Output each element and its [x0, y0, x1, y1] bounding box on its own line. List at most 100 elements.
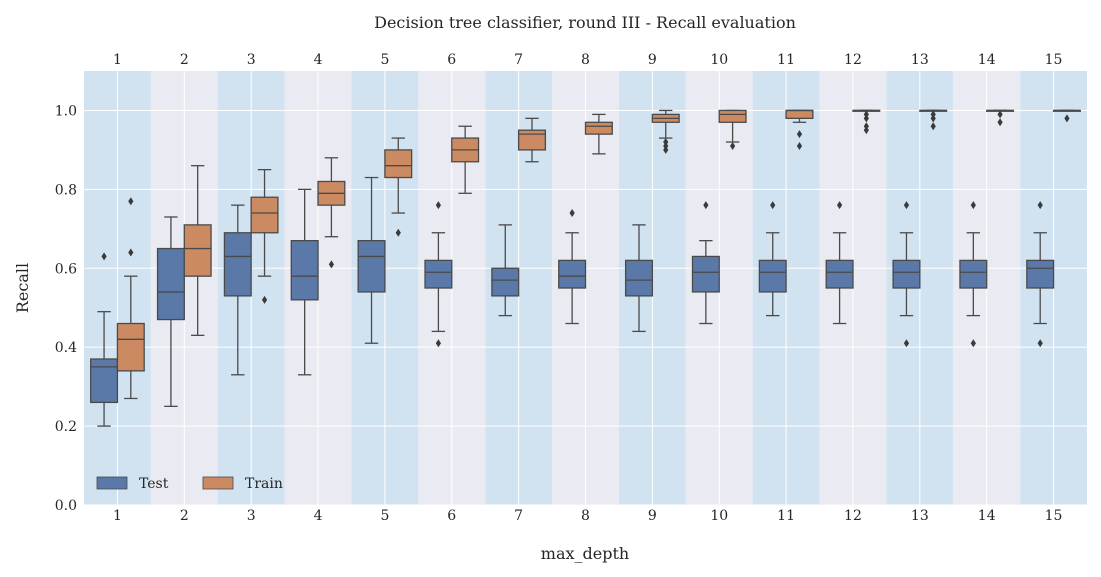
outlier-point — [1037, 339, 1043, 348]
outlier-point — [836, 201, 843, 210]
x-tick-label-top: 12 — [844, 52, 862, 68]
outlier-point — [128, 248, 134, 257]
iqr-box — [825, 259, 854, 289]
box-train-1 — [116, 197, 145, 400]
x-tick-label-bottom: 9 — [648, 508, 657, 524]
x-tick-label-top: 5 — [380, 52, 389, 68]
box-test-12 — [825, 201, 854, 325]
iqr-box — [892, 259, 921, 289]
box-train-13 — [919, 109, 948, 131]
box-plots — [90, 109, 1081, 427]
box-test-6 — [424, 201, 453, 348]
box-test-10 — [691, 201, 720, 325]
x-tick-label-top: 2 — [180, 52, 189, 68]
box-test-8 — [558, 209, 587, 325]
iqr-box — [517, 129, 547, 151]
iqr-box — [424, 259, 453, 289]
legend-label-train: Train — [245, 476, 283, 492]
box-train-6 — [451, 125, 480, 194]
x-tick-label-bottom: 15 — [1045, 508, 1063, 524]
outlier-point — [970, 339, 976, 348]
y-tick-label: 1.0 — [55, 103, 77, 119]
box-train-10 — [718, 109, 747, 150]
y-tick-label: 0.2 — [55, 419, 77, 435]
iqr-box — [250, 196, 279, 234]
y-tick-label: 0.4 — [55, 340, 77, 356]
box-test-13 — [892, 201, 921, 348]
outlier-point — [903, 339, 910, 348]
box-train-9 — [651, 109, 680, 154]
iqr-box — [491, 267, 520, 297]
outlier-point — [101, 252, 107, 261]
outlier-point — [569, 209, 575, 218]
outlier-point — [703, 201, 709, 210]
x-tick-label-top: 14 — [978, 52, 996, 68]
x-tick-label-top: 3 — [247, 52, 256, 68]
box-train-14 — [986, 109, 1015, 127]
legend: Test Train — [96, 476, 283, 492]
legend-swatch-train — [202, 476, 234, 490]
x-tick-label-top: 6 — [447, 52, 456, 68]
iqr-box — [584, 121, 613, 135]
x-tick-label-bottom: 7 — [514, 508, 523, 524]
legend-label-test: Test — [139, 476, 169, 492]
box-train-15 — [1052, 109, 1081, 123]
y-tick-label: 0.6 — [55, 261, 77, 277]
x-tick-label-top: 1 — [113, 52, 122, 68]
iqr-box — [156, 247, 185, 321]
iqr-box — [384, 149, 413, 179]
iqr-box — [624, 259, 654, 297]
x-tick-labels-bottom: 1 2 3 4 5 6 7 8 9 10 11 12 13 14 15 — [113, 508, 1063, 524]
outlier-point — [770, 201, 776, 210]
box-test-5 — [357, 176, 386, 344]
box-train-3 — [250, 168, 279, 304]
box-test-15 — [1026, 201, 1055, 348]
x-tick-label-bottom: 13 — [911, 508, 929, 524]
outlier-point — [997, 118, 1003, 127]
x-tick-label-top: 10 — [710, 52, 728, 68]
iqr-box — [558, 259, 587, 289]
outlier-point — [395, 228, 401, 237]
x-tick-label-bottom: 8 — [581, 508, 590, 524]
outlier-point — [730, 141, 736, 150]
x-tick-label-bottom: 4 — [314, 508, 323, 524]
outlier-point — [328, 260, 335, 269]
iqr-box — [290, 240, 319, 301]
outlier-point — [863, 110, 869, 119]
box-test-11 — [758, 201, 787, 317]
box-test-2 — [156, 216, 185, 408]
iqr-box — [90, 358, 119, 404]
x-tick-label-bottom: 2 — [180, 508, 189, 524]
box-test-1 — [90, 252, 119, 427]
x-tick-labels-top: 1 2 3 4 5 6 7 8 9 10 11 12 13 14 15 — [113, 52, 1063, 68]
x-tick-label-top: 7 — [514, 52, 523, 68]
iqr-box — [959, 259, 988, 289]
x-tick-label-top: 8 — [581, 52, 590, 68]
box-train-11 — [785, 109, 814, 150]
box-train-5 — [384, 137, 413, 237]
box-test-7 — [491, 224, 520, 317]
box-test-9 — [624, 224, 654, 333]
outlier-point — [663, 138, 669, 147]
y-tick-label: 0.0 — [55, 498, 77, 514]
outlier-point — [1037, 201, 1043, 210]
iqr-box — [785, 109, 814, 119]
outlier-point — [796, 130, 803, 139]
box-train-4 — [317, 157, 346, 269]
x-tick-label-top: 4 — [314, 52, 323, 68]
x-tick-label-bottom: 11 — [777, 508, 795, 524]
y-tick-labels: 0.0 0.2 0.4 0.6 0.8 1.0 — [55, 103, 77, 514]
legend-swatch-test — [96, 476, 128, 490]
iqr-box — [183, 224, 212, 277]
x-axis-label: max_depth — [541, 544, 629, 563]
iqr-box — [357, 240, 386, 293]
y-axis-label: Recall — [13, 263, 32, 313]
outlier-point — [997, 110, 1003, 119]
box-train-8 — [584, 113, 613, 155]
iqr-box — [116, 322, 145, 372]
x-tick-label-top: 9 — [648, 52, 657, 68]
iqr-box — [691, 255, 720, 293]
y-tick-label: 0.8 — [55, 182, 77, 198]
outlier-point — [1064, 114, 1070, 123]
